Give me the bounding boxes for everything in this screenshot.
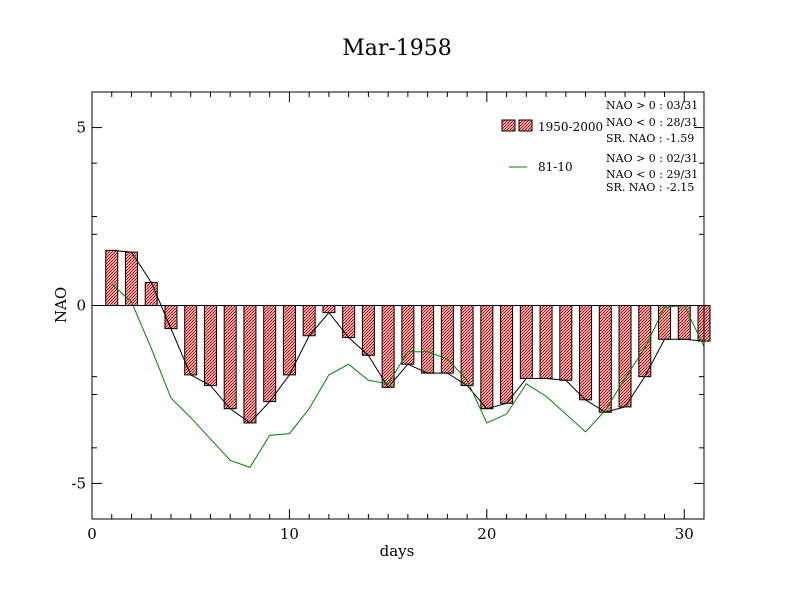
bar-day-20 <box>480 305 494 410</box>
x-axis-label: days <box>380 542 415 560</box>
legend-swatch-bar-left <box>501 119 516 132</box>
axes: 0 10 20 30 5 0 -5 <box>71 91 705 543</box>
bar-day-26 <box>598 305 612 413</box>
legend: 1950-2000 81-10 <box>501 119 603 174</box>
bar-series <box>105 249 711 424</box>
chart-title: Mar-1958 <box>342 36 452 61</box>
bar-day-27 <box>618 305 632 408</box>
line-1950-2000 <box>111 249 705 424</box>
stat-8110-sr: SR. NAO : -2.15 <box>606 181 694 194</box>
stat-8110-pos: NAO > 0 : 02/31 <box>606 152 698 165</box>
line-81-10 <box>111 283 705 469</box>
y-tick-label: 5 <box>76 119 86 137</box>
bar-day-30 <box>677 305 691 340</box>
bar-day-1 <box>105 249 119 307</box>
bar-day-23 <box>539 305 553 379</box>
stats-block: NAO > 0 : 03/31 NAO < 0 : 28/31 SR. NAO … <box>606 99 698 194</box>
bar-day-8 <box>243 305 257 424</box>
bar-day-25 <box>579 305 593 401</box>
y-axis-label: NAO <box>52 287 70 323</box>
x-tick-label: 0 <box>87 525 97 543</box>
bar-day-14 <box>361 305 375 356</box>
y-tick-label: 0 <box>76 297 86 315</box>
legend-label-81-10: 81-10 <box>538 160 573 174</box>
bar-day-4 <box>164 305 178 330</box>
bar-day-6 <box>203 305 217 387</box>
bar-day-29 <box>658 305 672 340</box>
stat-1950-pos: NAO > 0 : 03/31 <box>606 99 698 112</box>
bar-day-16 <box>401 305 415 365</box>
bar-day-17 <box>421 305 435 374</box>
bar-day-12 <box>322 305 336 314</box>
stat-1950-neg: NAO < 0 : 28/31 <box>606 116 698 129</box>
x-tick-label: 10 <box>280 525 299 543</box>
bar-day-10 <box>282 305 296 376</box>
y-tick-label: -5 <box>71 474 86 492</box>
bar-day-19 <box>460 305 474 387</box>
x-tick-label: 30 <box>675 525 694 543</box>
legend-label-1950-2000: 1950-2000 <box>538 120 603 134</box>
bar-day-9 <box>263 305 277 403</box>
stat-8110-neg: NAO < 0 : 29/31 <box>606 168 698 181</box>
x-tick-label: 20 <box>477 525 496 543</box>
bar-day-15 <box>381 305 395 388</box>
line-series <box>111 249 705 469</box>
bar-day-24 <box>559 305 573 381</box>
stat-1950-sr: SR. NAO : -1.59 <box>606 132 694 145</box>
bar-day-3 <box>144 281 158 306</box>
legend-swatch-bar-right <box>518 119 533 132</box>
bar-day-22 <box>519 305 533 379</box>
bar-day-28 <box>638 305 652 378</box>
bar-day-21 <box>500 305 514 404</box>
bar-day-7 <box>223 305 237 410</box>
